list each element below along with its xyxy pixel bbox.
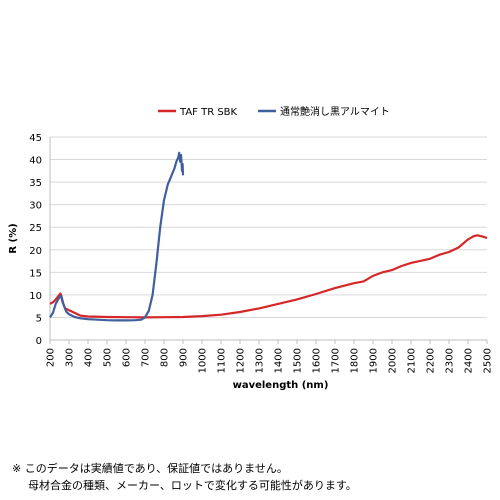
x-tick-label: 1800 bbox=[350, 348, 361, 373]
x-tick-label: 2200 bbox=[426, 348, 437, 373]
x-axis-ticks: 200 300 400 500 600 700 800 900 1000 1100 1200 1300… bbox=[46, 340, 494, 373]
x-tick-label: 1600 bbox=[312, 348, 323, 373]
x-tick-label: 1100 bbox=[217, 348, 228, 373]
x-tick-label: 2300 bbox=[445, 348, 456, 373]
y-tick-label: 45 bbox=[29, 133, 42, 144]
x-tick-label: 400 bbox=[84, 348, 95, 367]
x-tick-label: 1500 bbox=[293, 348, 304, 373]
legend-label-2: 通常艶消し黒アルマイト bbox=[280, 105, 390, 118]
y-tick-label: 40 bbox=[29, 156, 42, 167]
x-tick-label: 1700 bbox=[331, 348, 342, 373]
y-tick-label: 0 bbox=[36, 336, 42, 347]
y-tick-label: 35 bbox=[29, 178, 42, 189]
y-axis-label: R (%) bbox=[8, 223, 19, 253]
series-line-1 bbox=[49, 234, 488, 319]
y-axis-ticks: 0 5 10 15 20 25 30 35 40 45 bbox=[29, 133, 42, 347]
y-tick-label: 5 bbox=[36, 313, 42, 324]
y-tick-label: 30 bbox=[29, 201, 42, 212]
x-tick-label: 1400 bbox=[274, 348, 285, 373]
note-line-2: 母材合金の種類、メーカー、ロットで変化する可能性があります。 bbox=[28, 479, 357, 492]
x-tick-label: 600 bbox=[122, 348, 133, 367]
legend-label-1: TAF TR SBK bbox=[179, 107, 238, 118]
reflectance-chart: 0 5 10 15 20 25 30 35 40 45 200 300 400 500 600 700 800… bbox=[8, 105, 494, 391]
x-tick-label: 2000 bbox=[388, 348, 399, 373]
y-tick-label: 20 bbox=[29, 246, 42, 257]
disclaimer-note: ※ このデータは実績値であり、保証値ではありません。 母材合金の種類、メーカー、… bbox=[12, 460, 492, 494]
legend: TAF TR SBK 通常艶消し黒アルマイト bbox=[158, 105, 390, 118]
x-tick-label: 2100 bbox=[407, 348, 418, 373]
y-tick-label: 25 bbox=[29, 223, 42, 234]
x-tick-label: 200 bbox=[46, 348, 57, 367]
plot-area bbox=[49, 137, 487, 341]
x-tick-label: 900 bbox=[179, 348, 190, 367]
x-tick-label: 300 bbox=[65, 348, 76, 367]
series-lines bbox=[49, 151, 488, 322]
series-line-2 bbox=[49, 151, 185, 322]
x-tick-label: 500 bbox=[103, 348, 114, 367]
x-tick-label: 700 bbox=[141, 348, 152, 367]
note-line-1: ※ このデータは実績値であり、保証値ではありません。 bbox=[12, 462, 288, 475]
y-tick-label: 10 bbox=[29, 291, 42, 302]
x-tick-label: 1000 bbox=[198, 348, 209, 373]
x-tick-label: 1200 bbox=[236, 348, 247, 373]
x-tick-label: 2400 bbox=[464, 348, 475, 373]
grid-lines bbox=[50, 136, 487, 318]
y-tick-label: 15 bbox=[29, 268, 42, 279]
x-tick-label: 1900 bbox=[369, 348, 380, 373]
x-tick-label: 2500 bbox=[483, 348, 494, 373]
x-axis-label: wavelength (nm) bbox=[233, 380, 329, 391]
x-tick-label: 800 bbox=[160, 348, 171, 367]
x-tick-label: 1300 bbox=[255, 348, 266, 373]
